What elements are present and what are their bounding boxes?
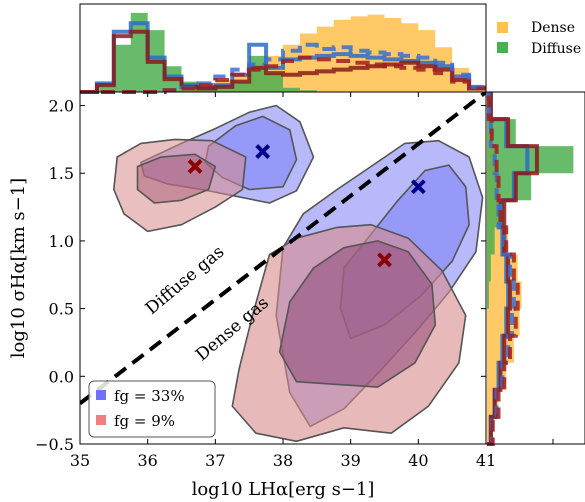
marker-stroke <box>377 252 392 268</box>
legend-swatch-diffuse <box>497 42 508 53</box>
legend-swatch-fg33 <box>96 390 106 400</box>
top-hist-diffuse <box>80 12 486 93</box>
marker-stroke <box>410 179 426 195</box>
right-hist-diffuse <box>487 92 574 444</box>
marker-x-2 <box>187 159 203 174</box>
divider-layer <box>80 92 486 405</box>
marker-stroke <box>255 144 271 159</box>
x-tick-label: 38 <box>273 451 293 470</box>
x-tick-label: 41 <box>476 451 496 470</box>
x-tick-label: 40 <box>408 451 428 470</box>
marker-stroke <box>187 159 203 174</box>
marker-x-0 <box>255 144 271 159</box>
axis-ticks: 35 36 37 38 39 40 41 −0.5 0.0 0.5 1.0 1.5 2.0 <box>35 92 554 470</box>
x-tick-label: 39 <box>340 451 360 470</box>
annotation-diffuse-gas: Diffuse gas <box>142 242 228 319</box>
legend-swatch-fg9 <box>96 415 106 425</box>
contour-fg9-dense-inner <box>278 240 437 388</box>
marker-layer <box>187 144 426 268</box>
y-tick-label: 2.0 <box>49 97 74 116</box>
legend-swatch-dense <box>497 22 508 33</box>
legend-fg: fg = 33% fg = 9% <box>88 380 216 438</box>
x-tick-label: 36 <box>137 451 157 470</box>
y-tick-label: 0.0 <box>49 367 74 386</box>
x-tick-label: 37 <box>205 451 225 470</box>
contour-layer <box>113 104 484 443</box>
marker-x-3 <box>377 252 392 268</box>
divider-dashed-line <box>80 92 486 405</box>
x-axis-label: log10 LHα[erg s−1] <box>192 479 375 500</box>
marker-x-1 <box>410 179 426 195</box>
x-tick-label: 35 <box>70 451 90 470</box>
y-axis-label: log10 σHα[km s−1] <box>8 178 29 358</box>
y-tick-label: 1.0 <box>49 232 74 251</box>
legend-label-dense: Dense <box>531 20 575 36</box>
top-outline-fg9-dashed <box>80 55 486 94</box>
legend-label-diffuse: Diffuse <box>531 41 581 57</box>
top-histogram-panel <box>80 12 486 94</box>
y-tick-label: −0.5 <box>35 435 74 454</box>
top-outline-fg33-dashed <box>80 42 486 94</box>
right-histogram-panel <box>486 92 574 446</box>
legend-fg-frame <box>88 380 216 438</box>
legend-dense-diffuse: Dense Diffuse <box>497 20 581 57</box>
legend-label-fg9: fg = 9% <box>114 412 175 430</box>
legend-label-fg33: fg = 33% <box>114 387 185 405</box>
y-tick-label: 0.5 <box>49 300 74 319</box>
top-outline-fg9-solid <box>80 29 486 94</box>
y-tick-label: 1.5 <box>49 164 74 183</box>
